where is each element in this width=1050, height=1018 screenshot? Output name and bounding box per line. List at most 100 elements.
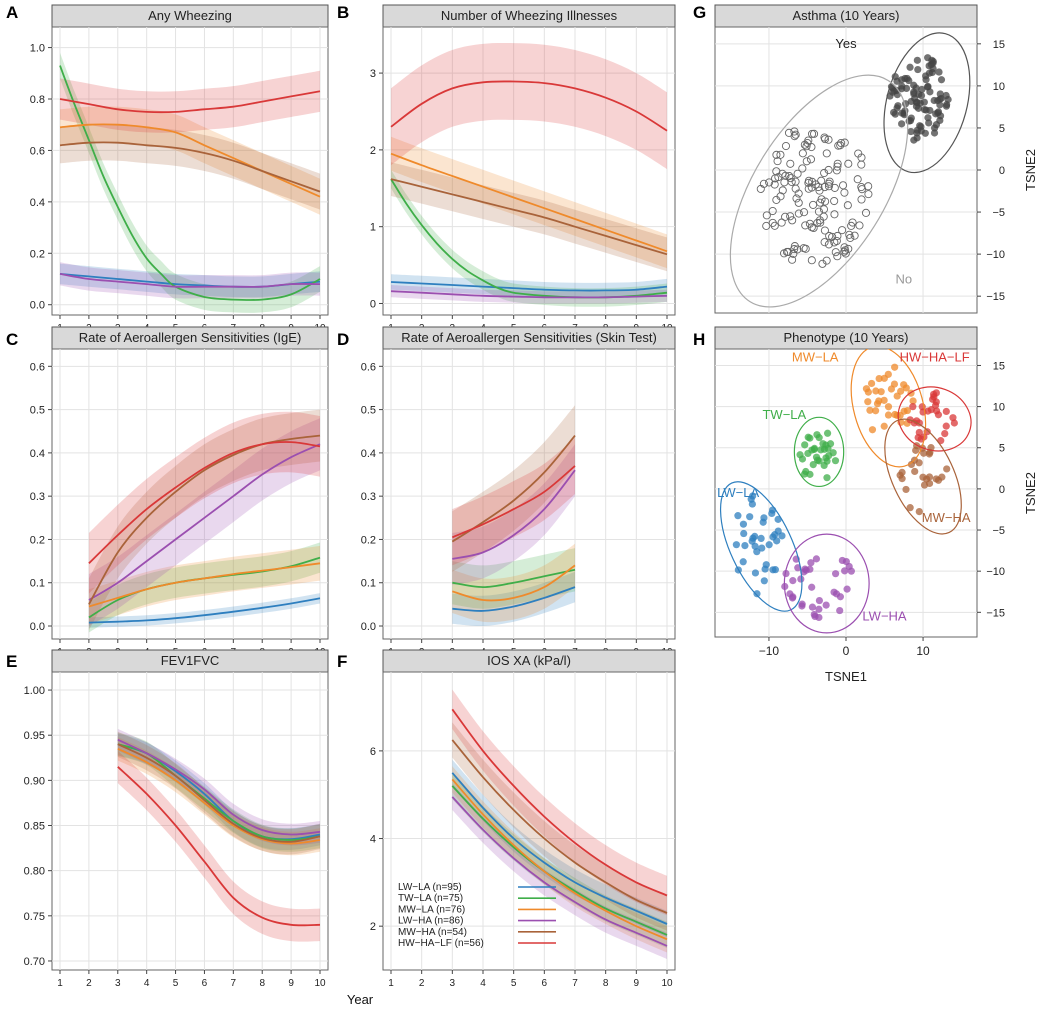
point-MW−LA [872, 407, 880, 415]
point-No [765, 178, 774, 187]
point-No [804, 184, 813, 193]
point-Yes [935, 68, 943, 76]
point-No [809, 200, 818, 209]
x-tick-label: 0 [843, 644, 850, 658]
point-TW−LA [819, 440, 827, 448]
point-No [816, 218, 825, 227]
point-No [822, 149, 831, 158]
point-HW−HA−LF [931, 401, 940, 409]
y-tick-label: 0.90 [24, 775, 45, 787]
point-No [803, 139, 812, 148]
point-No [772, 167, 781, 176]
point-LW−LA [741, 541, 749, 550]
point-TW−LA [800, 470, 809, 478]
series-line-LW−HA [117, 738, 321, 836]
point-MW−LA [903, 406, 912, 415]
point-TW−LA [806, 470, 814, 478]
point-No [811, 180, 820, 189]
panel-letter-F: F [337, 652, 347, 671]
y-tick-label: 0.0 [30, 300, 45, 312]
point-No [799, 208, 809, 217]
point-MW−HA [925, 479, 934, 488]
series-line-MW−LA [390, 152, 668, 253]
point-LW−LA [760, 577, 768, 585]
ci-band-TW−LA [88, 542, 321, 633]
y-tick-label: 0.6 [30, 361, 45, 373]
point-TW−LA [809, 461, 817, 469]
panel-title-D: Rate of Aeroallergen Sensitivities (Skin… [401, 330, 657, 345]
point-No [790, 127, 799, 136]
y-tick-label: 1 [370, 222, 376, 234]
ci-band-LW−LA [117, 733, 320, 851]
panel-D: D Rate of Aeroallergen Sensitivities (Ski… [337, 326, 676, 658]
point-TW−LA [801, 441, 809, 449]
point-Yes [917, 92, 926, 100]
ellipse-HW−HA−LF [897, 386, 972, 452]
y-tick-label: 0.95 [24, 730, 45, 742]
series-line-MW−LA [117, 747, 321, 845]
point-No [825, 177, 834, 186]
y-tick-label: 0.80 [24, 866, 45, 878]
series-line-MW−LA [59, 123, 321, 198]
ci-band-LW−LA [60, 263, 320, 298]
x-common-label: Year [347, 992, 374, 1007]
point-No [785, 172, 794, 181]
x-tick-label: 1 [57, 978, 63, 989]
point-LW−LA [749, 492, 757, 500]
y-tick-label: 0.3 [30, 491, 45, 503]
point-TW−LA [823, 429, 832, 437]
point-No [773, 157, 782, 166]
point-MW−LA [867, 379, 876, 388]
point-LW−LA [760, 514, 768, 522]
y-tick-label: 10 [993, 402, 1005, 414]
ci-band-MW−LA [452, 766, 667, 953]
point-MW−LA [891, 363, 899, 371]
point-MW−LA [891, 410, 899, 419]
point-MW−LA [900, 381, 908, 389]
annotation-MW−LA: MW−LA [792, 349, 839, 364]
ci-band-MW−HA [88, 409, 321, 631]
point-No [828, 232, 837, 241]
series-line-MW−HA [59, 141, 321, 193]
point-No [830, 183, 839, 192]
point-No [864, 190, 873, 199]
point-No [759, 179, 768, 188]
point-LW−LA [774, 515, 782, 523]
point-MW−HA [915, 508, 923, 516]
y-tick-label: 0 [999, 484, 1005, 496]
point-No [814, 207, 823, 216]
ci-band-LW−LA [88, 593, 321, 628]
point-LW−HA [786, 590, 794, 598]
series-line-HW−HA−LF [451, 708, 668, 897]
y-tick-label: 0.85 [24, 821, 45, 833]
y-tick-label: −5 [992, 525, 1005, 537]
point-MW−LA [884, 403, 893, 411]
point-No [853, 175, 862, 184]
point-No [788, 216, 797, 225]
point-No [805, 219, 814, 228]
point-No [821, 197, 830, 206]
point-HW−HA−LF [941, 430, 949, 438]
point-Yes [942, 91, 950, 100]
x-tick-label: 1 [388, 978, 394, 989]
point-No [809, 129, 819, 138]
ci-band-HW−HA−LF [88, 411, 321, 594]
y-tick-label: 0.4 [361, 448, 376, 460]
point-Yes [907, 127, 915, 136]
point-MW−LA [875, 397, 883, 405]
y-tick-label: 2 [370, 145, 376, 157]
ellipse-MW−LA [850, 349, 927, 468]
legend-label: HW−HA−LF (n=56) [398, 938, 484, 949]
point-No [844, 159, 853, 168]
point-MW−LA [880, 422, 888, 430]
point-No [818, 259, 827, 268]
y-tick-label: −15 [986, 291, 1005, 303]
point-Yes [934, 108, 943, 116]
point-MW−HA [906, 504, 914, 512]
y-tick-label: 0.8 [30, 94, 45, 106]
point-Yes [902, 84, 911, 92]
point-No [781, 141, 791, 151]
ci-band-MW−LA [60, 106, 320, 215]
point-LW−LA [757, 534, 765, 542]
plot-area-D [382, 348, 676, 640]
